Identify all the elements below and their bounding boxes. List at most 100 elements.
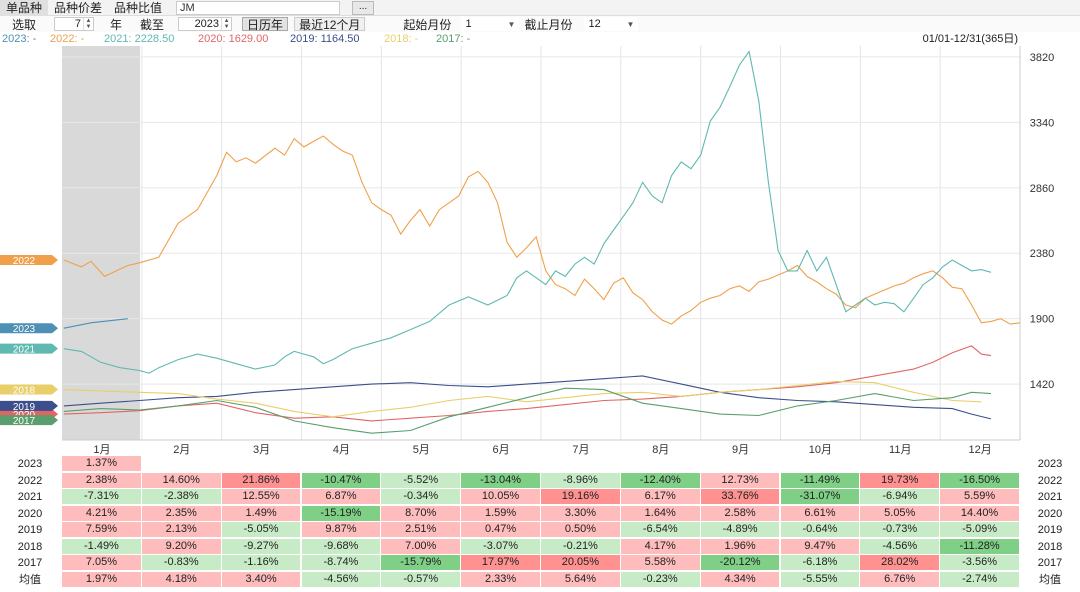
until-year-value: 2023	[194, 18, 220, 30]
table-cell: 3.40%	[221, 571, 301, 587]
table-cell: -11.28%	[940, 538, 1019, 554]
table-row: 均值 1.97% 4.18% 3.40% -4.56% -0.57% 2.33% 5.64% -…	[0, 571, 1080, 588]
tab-variety-spread[interactable]: 品种价差	[54, 0, 103, 15]
legend-2018: 2018: -	[384, 33, 419, 45]
table-cell	[860, 456, 939, 471]
chevron-down-icon: ▼	[507, 19, 516, 29]
start-month-select[interactable]: 1 ▼	[461, 17, 520, 31]
end-month-select[interactable]: 12 ▼	[584, 17, 639, 31]
table-cell	[940, 456, 1019, 471]
tab-variety-ratio[interactable]: 品种比值	[114, 0, 163, 15]
row-year-label: 均值	[19, 573, 41, 586]
table-cell: -4.56%	[301, 571, 381, 587]
spin-up-icon[interactable]: ▲	[85, 18, 92, 24]
y-tick-label: 3340	[1030, 117, 1054, 129]
series-line-2018	[63, 380, 982, 418]
row-year-label-right: 2018	[1037, 540, 1063, 553]
table-cell: 0.47%	[461, 522, 540, 537]
table-cell: 12.55%	[221, 489, 301, 504]
y-tick-label: 2860	[1030, 183, 1054, 195]
start-month-label: 起始月份	[403, 17, 452, 32]
table-cell: 17.97%	[461, 555, 540, 570]
table-cell: -4.56%	[860, 538, 940, 554]
table-cell: -5.52%	[381, 472, 461, 488]
spin-down-icon[interactable]: ▼	[85, 24, 92, 30]
series-line-2021	[63, 50, 992, 374]
row-year-label: 2021	[17, 491, 43, 503]
table-cell: -8.74%	[301, 555, 381, 570]
years-spinner[interactable]: 7 ▲ ▼	[54, 17, 95, 31]
table-cell: 14.60%	[141, 472, 221, 488]
table-cell: -10.47%	[301, 472, 381, 488]
browse-button[interactable]: ...	[352, 0, 375, 15]
table-cell: 12.73%	[700, 472, 780, 488]
table-cell: -6.18%	[780, 555, 860, 570]
legend-2023: 2023: -	[2, 33, 37, 45]
table-cell: -2.74%	[940, 571, 1019, 587]
table-cell: 1.37%	[62, 456, 141, 471]
year-tag-label-2018: 2018	[13, 386, 36, 397]
table-cell: -5.05%	[221, 522, 301, 537]
series-line-2020	[63, 345, 992, 422]
table-cell: 6.17%	[620, 489, 700, 504]
x-tick-label: 7月	[572, 444, 589, 456]
until-label: 截至	[140, 17, 165, 32]
until-year-spinner[interactable]: 2023 ▲ ▼	[178, 17, 233, 31]
year-tag-2019	[0, 400, 58, 411]
x-tick-label: 11月	[889, 444, 911, 456]
filter-bar: 选取 7 ▲ ▼ 年 截至 2023 ▲ ▼ 日历年 最近12个月 起始月份 1 ▼…	[0, 16, 1080, 32]
variety-code-input[interactable]: JM	[176, 0, 341, 15]
x-tick-label: 6月	[493, 444, 510, 456]
table-cell: -0.64%	[780, 522, 860, 537]
table-row: 2019 7.59% 2.13% -5.05% 9.87% 2.51% 0.47% 0.50%…	[0, 522, 1080, 538]
table-cell	[142, 456, 221, 471]
table-cell: 1.96%	[700, 538, 780, 554]
table-row: 2018 -1.49% 9.20% -9.27% -9.68% 7.00% -3.07% -0…	[0, 538, 1080, 555]
chevron-down-icon: ▼	[626, 19, 635, 29]
current-month-band	[62, 46, 140, 440]
year-tag-label-2019: 2019	[13, 402, 36, 413]
tab-bar: 单品种 品种价差 品种比值 JM ...	[0, 0, 1080, 16]
table-cell: -11.49%	[780, 472, 860, 488]
table-cell: 5.59%	[940, 489, 1019, 504]
row-year-label: 2020	[17, 507, 43, 520]
table-cell: 5.58%	[620, 555, 700, 570]
table-cell: -9.68%	[301, 538, 381, 554]
end-month-label: 截止月份	[524, 17, 573, 32]
x-tick-label: 8月	[652, 444, 669, 456]
table-cell: 4.18%	[141, 571, 221, 587]
spin-up-icon[interactable]: ▲	[223, 18, 230, 24]
table-cell: -1.16%	[221, 555, 301, 570]
x-tick-label: 5月	[413, 444, 430, 456]
chart-legend: 2023: - 2022: - 2021: 2228.50 2020: 1629…	[0, 32, 1080, 46]
y-tick-label: 3820	[1030, 52, 1054, 64]
table-cell: 20.05%	[541, 555, 620, 570]
table-cell: -16.50%	[940, 472, 1019, 488]
table-cell: -0.73%	[860, 522, 940, 537]
table-cell: -31.07%	[780, 489, 860, 504]
row-year-label-right: 均值	[1039, 573, 1061, 586]
legend-2017: 2017: -	[436, 33, 471, 45]
table-cell: 5.64%	[541, 571, 620, 587]
table-cell: 1.59%	[461, 505, 540, 521]
tab-single-variety[interactable]: 单品种	[0, 0, 49, 16]
last-12-months-button[interactable]: 最近12个月	[294, 17, 366, 32]
table-cell: 33.76%	[700, 489, 780, 504]
table-cell: 7.05%	[62, 555, 141, 570]
table-cell: 6.76%	[860, 571, 940, 587]
table-cell: -0.23%	[620, 571, 700, 587]
table-cell	[781, 456, 860, 471]
spin-down-icon[interactable]: ▼	[223, 24, 230, 30]
date-range-label: 01/01-12/31(365日)	[922, 33, 1018, 45]
table-cell: 14.40%	[940, 505, 1019, 521]
year-tag-2023	[0, 323, 58, 334]
calendar-year-button[interactable]: 日历年	[242, 17, 289, 32]
table-cell: 2.58%	[700, 505, 780, 521]
table-cell: 4.17%	[620, 538, 700, 554]
x-tick-label: 3月	[253, 444, 270, 456]
table-cell: 2.35%	[141, 505, 221, 521]
table-cell	[461, 456, 540, 471]
table-cell: -7.31%	[62, 489, 141, 504]
table-cell: 7.59%	[62, 522, 141, 537]
x-tick-label: 10月	[809, 444, 832, 456]
